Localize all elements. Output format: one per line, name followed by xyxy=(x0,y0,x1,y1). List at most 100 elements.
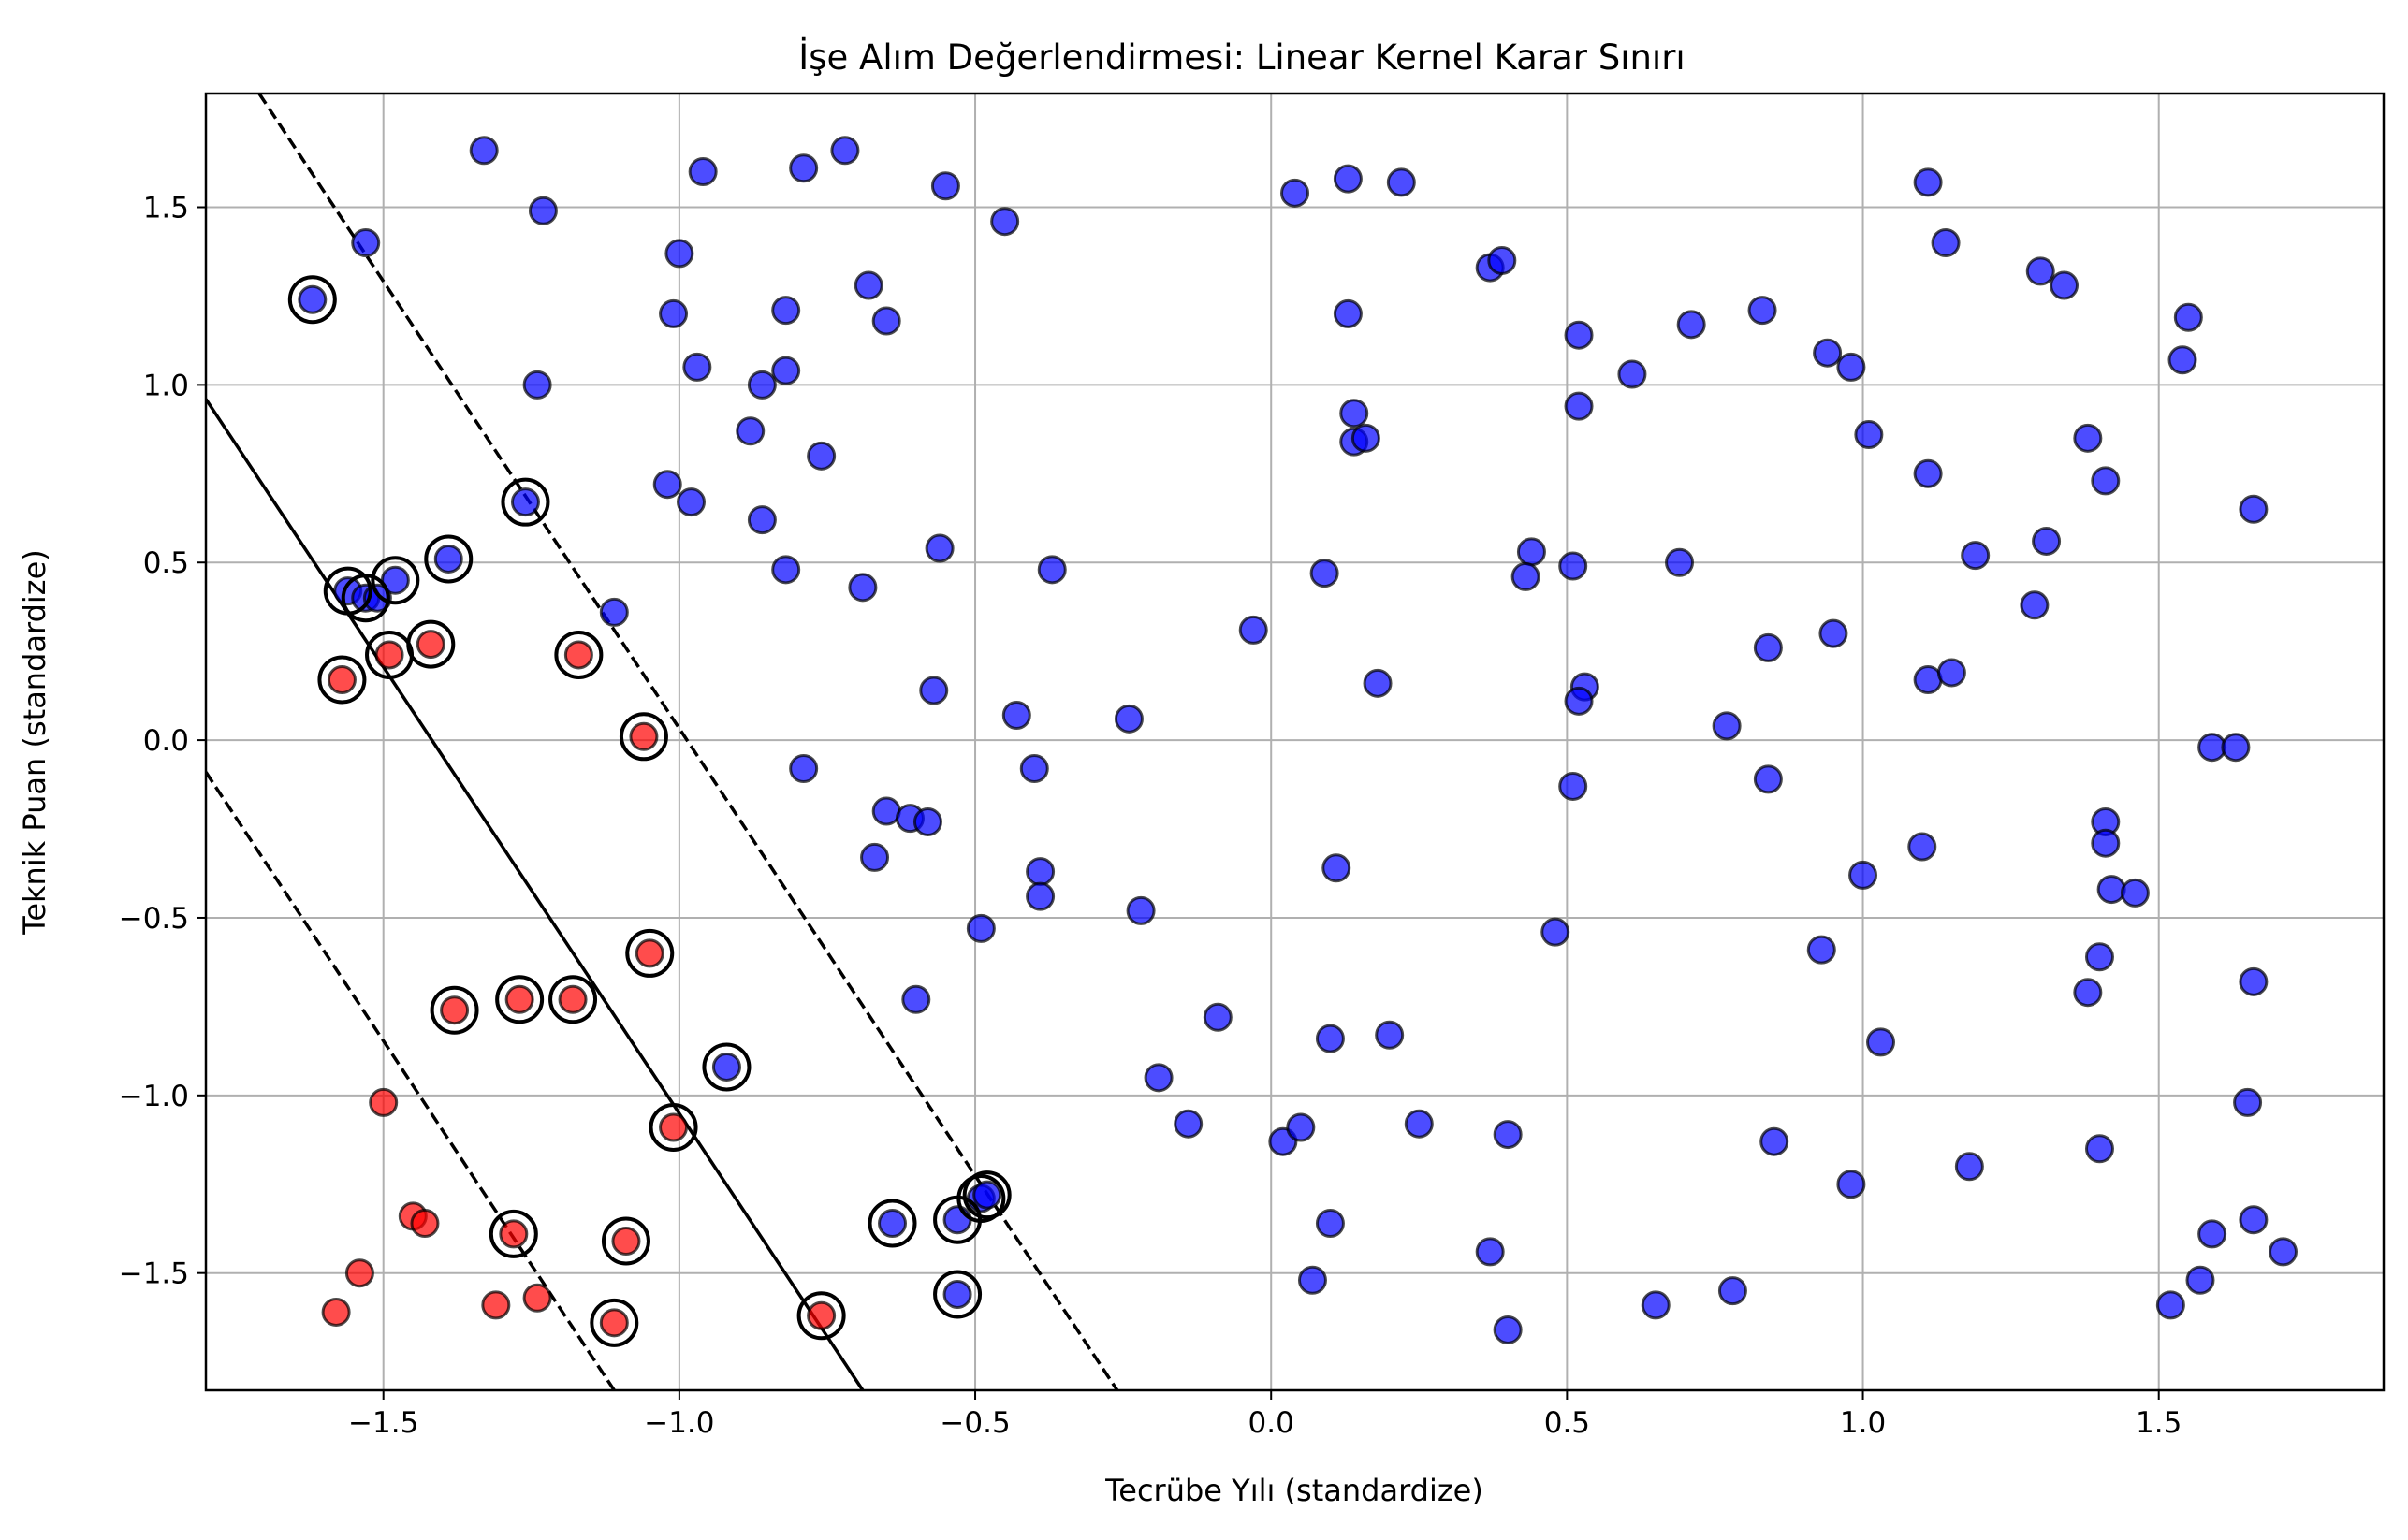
data-point xyxy=(635,938,664,968)
data-point xyxy=(1315,1024,1345,1053)
data-point xyxy=(1026,881,1056,911)
support-vector-ring xyxy=(371,556,420,605)
support-vector-ring xyxy=(430,985,479,1035)
data-point xyxy=(1487,245,1517,275)
data-point xyxy=(1001,701,1031,731)
data-point xyxy=(1848,860,1878,890)
data-point xyxy=(2120,878,2150,908)
data-point xyxy=(1019,753,1049,783)
margin-line-upper xyxy=(257,94,1119,1390)
data-point xyxy=(374,640,404,670)
data-point xyxy=(1818,618,1848,648)
data-point xyxy=(1564,320,1594,350)
data-point xyxy=(2233,1087,2263,1117)
support-vector-ring xyxy=(489,1209,538,1258)
data-point xyxy=(1297,1265,1327,1295)
data-point xyxy=(659,1112,689,1142)
data-point xyxy=(1339,399,1369,429)
x-tick-label: −0.5 xyxy=(940,1406,1010,1440)
data-point xyxy=(2221,733,2251,763)
data-point xyxy=(1363,668,1393,698)
data-point xyxy=(1676,310,1706,340)
data-point xyxy=(1404,1109,1434,1139)
data-point xyxy=(2269,1237,2299,1267)
data-point xyxy=(1350,423,1380,453)
data-point xyxy=(736,416,766,446)
data-point xyxy=(1315,1209,1345,1239)
data-point xyxy=(1126,895,1156,925)
data-point xyxy=(2073,423,2103,453)
data-point xyxy=(351,227,381,257)
data-point xyxy=(972,1180,1002,1210)
x-tick-label: −1.5 xyxy=(348,1406,418,1440)
data-point xyxy=(912,806,942,836)
data-point xyxy=(1717,1276,1747,1306)
support-vector-ring xyxy=(868,1199,917,1248)
support-vector-ring xyxy=(956,1173,1006,1223)
data-point xyxy=(901,984,931,1014)
data-point xyxy=(440,995,470,1025)
data-point xyxy=(747,370,777,400)
data-point xyxy=(1564,686,1594,716)
data-point xyxy=(469,136,499,166)
data-point xyxy=(611,1227,641,1257)
data-point xyxy=(807,1300,837,1330)
data-point xyxy=(1286,1112,1316,1142)
data-point xyxy=(942,1279,972,1309)
data-point xyxy=(1753,764,1783,794)
x-tick-label: 0.0 xyxy=(1248,1406,1294,1440)
data-point xyxy=(848,573,878,603)
y-tick-label: −0.5 xyxy=(119,902,189,936)
y-tick-label: 0.5 xyxy=(143,546,189,580)
data-point xyxy=(2073,978,2103,1008)
data-point xyxy=(528,196,558,225)
data-point xyxy=(1564,391,1594,421)
data-point xyxy=(1037,555,1067,585)
y-tick-label: −1.5 xyxy=(119,1257,189,1291)
data-point xyxy=(1753,632,1783,662)
axis-ticks: −1.5 −1.0 −0.5 0.0 0.5 1.0 1.5 −1.5 −1.0 −0.5 0.0 0… xyxy=(119,192,2182,1440)
data-point xyxy=(2197,1219,2227,1249)
support-vector-ring xyxy=(554,630,604,679)
y-tick-label: 1.0 xyxy=(143,369,189,402)
data-point xyxy=(1558,551,1588,581)
x-tick-label: 1.0 xyxy=(1840,1406,1886,1440)
x-axis-label: Tecrübe Yılı (standardize) xyxy=(1104,1473,1483,1508)
support-vector-ring xyxy=(619,712,668,762)
data-point xyxy=(481,1290,511,1320)
data-point xyxy=(1712,711,1742,741)
data-point xyxy=(1747,296,1777,326)
support-vector-ring xyxy=(649,1103,698,1153)
data-point xyxy=(1907,832,1937,862)
plot-frame xyxy=(204,92,2386,1392)
data-point xyxy=(1936,658,1966,688)
data-point xyxy=(1493,1315,1523,1344)
data-point xyxy=(433,544,463,574)
data-point xyxy=(1540,917,1570,947)
support-vectors xyxy=(287,275,1012,1347)
data-point xyxy=(504,984,534,1014)
data-point xyxy=(1516,537,1546,567)
data-point xyxy=(807,441,837,471)
data-point xyxy=(771,555,801,585)
data-point xyxy=(747,505,777,535)
data-point xyxy=(2020,590,2050,620)
support-vector-ring xyxy=(796,1291,846,1341)
data-point xyxy=(1309,559,1339,588)
support-vector-ring xyxy=(548,975,598,1024)
data-point xyxy=(327,665,357,695)
support-vector-ring xyxy=(590,1298,639,1347)
data-point xyxy=(860,842,890,872)
support-vector-ring xyxy=(625,928,675,978)
data-point xyxy=(1333,164,1363,194)
data-point xyxy=(1961,541,1991,571)
data-point xyxy=(771,356,801,385)
data-point xyxy=(522,370,552,400)
data-point xyxy=(1836,1170,1866,1199)
data-point xyxy=(2091,828,2121,858)
y-tick-label: 1.5 xyxy=(143,192,189,225)
data-point xyxy=(871,796,901,826)
data-point xyxy=(2025,256,2055,286)
data-point xyxy=(2084,942,2114,972)
